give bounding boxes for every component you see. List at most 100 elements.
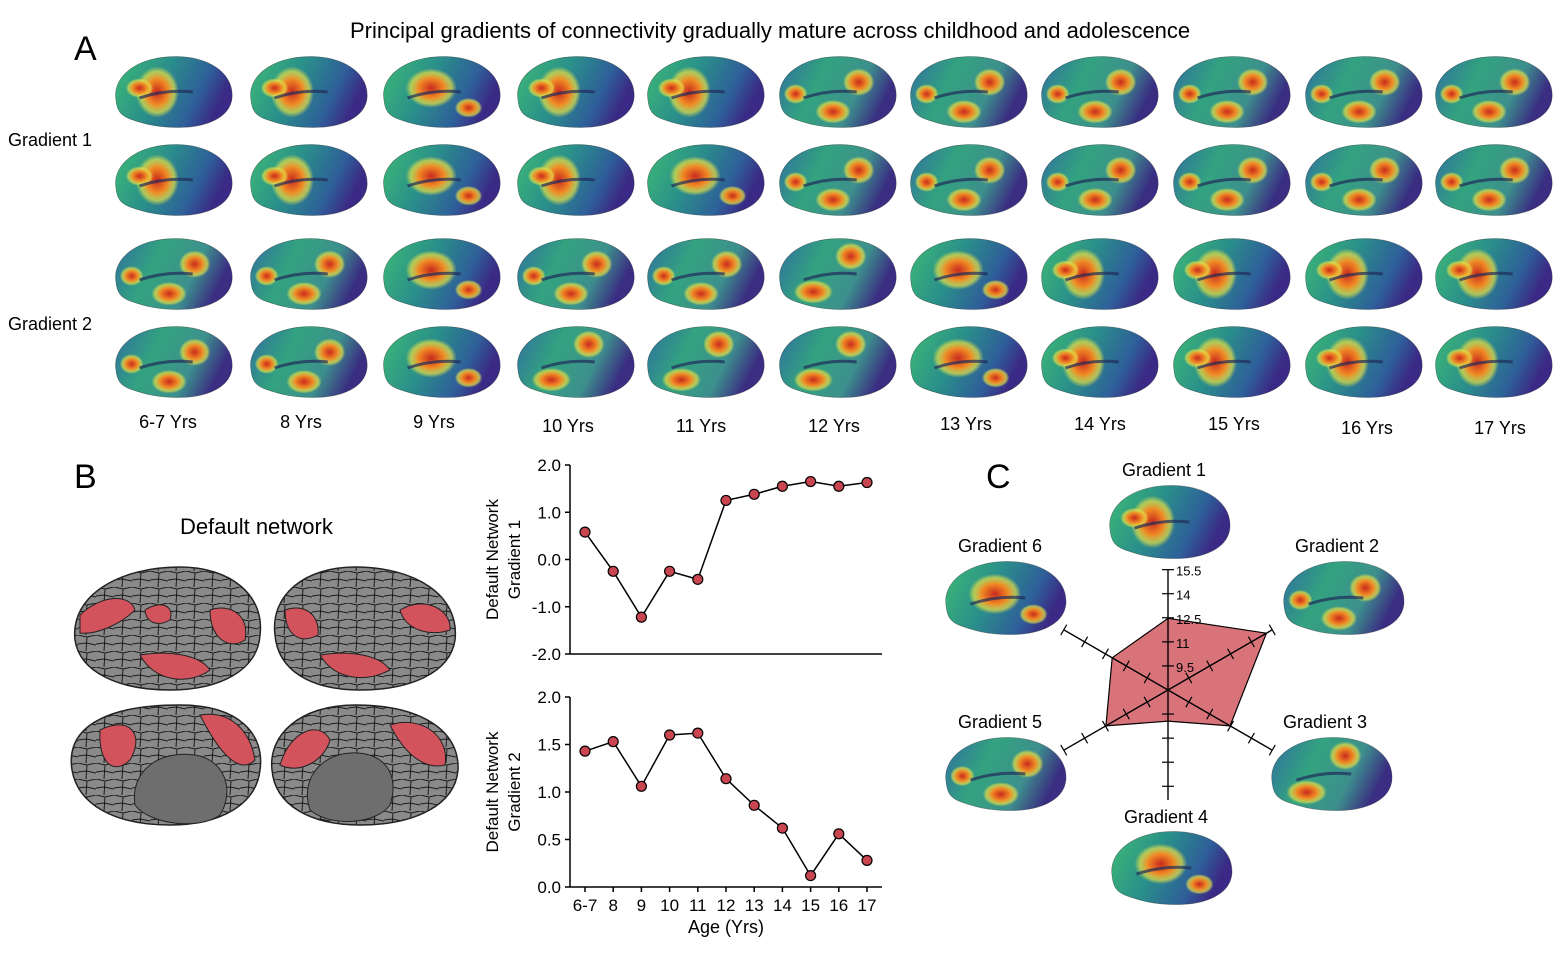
data-point [607,565,619,577]
y-axis-label: Gradient 2 [505,752,524,831]
brain-surface [774,138,902,227]
data-point [720,773,732,785]
age-label: 13 Yrs [940,414,992,434]
age-label: 14 Yrs [1074,414,1126,434]
radar-gradient-label: Gradient 1 [1122,460,1207,480]
radar-tick [1122,708,1130,720]
brain-surface-image [383,238,501,310]
data-point [692,727,704,739]
radar-brain-surface [1104,480,1236,569]
panel-c-letter: C [986,458,1011,496]
brain-surface-image [1111,831,1233,905]
radar-tick [1101,648,1109,660]
data-point [720,494,732,507]
radar-tick [1268,744,1276,756]
x-axis-label: Age (Yrs) [688,917,764,937]
radar-gradient-label: Gradient 3 [1283,712,1368,732]
radar-axis-tick-label: 9.5 [1176,660,1194,675]
radar-brain-surface [1266,732,1398,821]
brain-surface-image [910,326,1028,398]
brain-surface-image [1435,326,1553,398]
radar-spoke [1063,689,1169,751]
brain-surface-image [1041,144,1159,216]
data-point [861,854,873,866]
line-chart-gradient-1: -2.0 -1.0 0.0 1.0 2.0 Default Network Gradient… [483,456,882,664]
age-label: 10 Yrs [542,416,594,436]
line-chart-gradient-2: 0.0 0.5 1.0 1.5 2.0 6-7 8 9 10 11 12 13 14 15 16 17 Age … [483,688,882,937]
y-tick-label: 0.0 [537,551,561,570]
radar-spoke [1167,629,1273,691]
brain-surface-image [1435,238,1553,310]
brain-surface-image [115,144,233,216]
x-tick-label: 12 [717,896,736,915]
brain-surface [1168,232,1296,321]
brain-surface [110,50,238,139]
radar-tick [1143,696,1151,708]
brain-surface [1300,138,1428,227]
brain-surface [1168,50,1296,139]
radar-tick [1268,624,1276,636]
panel-b-letter: B [74,458,97,496]
brain-surface [1036,232,1164,321]
brain-surface-image [517,56,635,128]
radar-axis-tick-label: 15.5 [1176,564,1201,579]
x-tick-label: 15 [801,896,820,915]
brain-surface [642,320,770,409]
default-network-surfaces [70,566,459,826]
brain-surface-image [647,56,765,128]
brain-surface-image [250,326,368,398]
brain-surface-image [1305,238,1423,310]
radar-axis-tick-label: 11 [1176,636,1190,651]
radar-gradient-label: Gradient 5 [958,712,1043,732]
brain-surface-image [115,238,233,310]
y-tick-label: 0.5 [537,831,561,850]
age-label: 15 Yrs [1208,414,1260,434]
default-network-title: Default network [180,514,333,539]
brain-surface-image [1435,144,1553,216]
radar-tick [1185,672,1193,684]
radar-tick [1227,648,1235,660]
y-tick-label: 1.0 [537,503,561,522]
brain-surface-image [1041,56,1159,128]
brain-surface-image [1305,144,1423,216]
data-point [833,480,845,492]
data-point [861,476,873,489]
brain-medial-right [270,704,459,826]
data-point [776,822,788,834]
radar-tick [1206,660,1214,672]
brain-surface-image [517,326,635,398]
data-point [635,780,647,792]
brain-surface [642,50,770,139]
radar-tick [1060,744,1068,756]
brain-surface-image [517,144,635,216]
brain-surface [905,232,1033,321]
brain-surface [1036,320,1164,409]
brain-surface-image [250,144,368,216]
brain-surface-image [1283,561,1405,635]
radar-spoke [1167,689,1273,751]
radar-brain-surface [940,556,1072,645]
brain-surface [1168,320,1296,409]
data-point [579,526,591,538]
data-point [664,729,676,741]
brain-surface [512,320,640,409]
brain-surface-image [1271,737,1393,811]
brain-surface [378,138,506,227]
brain-surface [245,138,373,227]
brain-surface-image [945,737,1067,811]
radar-axis-tick-label: 12.5 [1176,612,1201,627]
radar-tick [1081,636,1089,648]
radar-tick [1060,624,1068,636]
brain-surface-image [115,326,233,398]
brain-surface-image [1173,144,1291,216]
brain-surface-image [250,56,368,128]
brain-surface [512,50,640,139]
x-tick-label: 6-7 [573,896,598,915]
x-tick-label: 17 [858,896,877,915]
brain-surface [110,232,238,321]
y-axis-label: Default Network [483,499,502,620]
brain-surface-image [910,238,1028,310]
x-tick-label: 13 [745,896,764,915]
radar-tick [1101,720,1109,732]
age-label: 9 Yrs [413,412,455,432]
